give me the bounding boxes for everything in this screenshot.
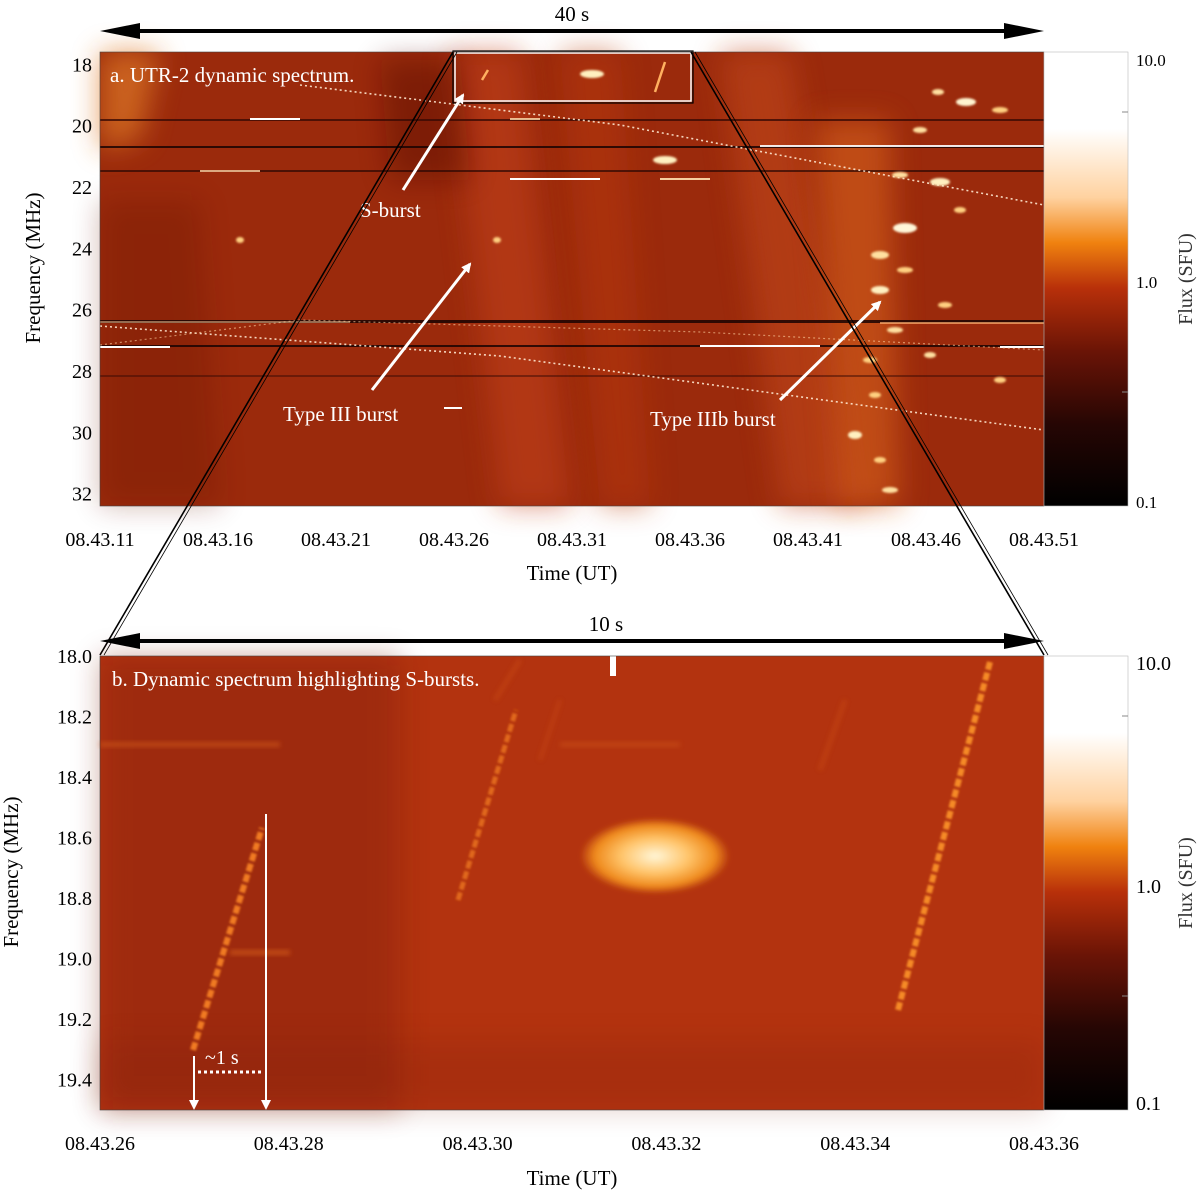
panel-b-xlabel: Time (UT) — [527, 1166, 618, 1190]
panel-b-cbar-tick-1: 1.0 — [1136, 876, 1161, 898]
panel-b-span-arrow: 10 s — [100, 612, 1044, 649]
panel-b-y-tick-label: 18.8 — [57, 888, 92, 910]
panel-b-cbar-tick-01: 0.1 — [1136, 1093, 1161, 1115]
panel-a-ylabel: Frequency (MHz) — [21, 192, 45, 343]
panel-b-heatmap: ~1 s — [100, 656, 1044, 1110]
panel-a-cbar-label: Flux (SFU) — [1175, 233, 1197, 325]
panel-a-x-tick-label: 08.43.31 — [537, 529, 607, 551]
panel-a-cbar-tick-10: 10.0 — [1136, 51, 1166, 70]
panel-a-heatmap — [99, 50, 1045, 506]
panel-a-y-tick-label: 24 — [72, 238, 92, 260]
panel-b-x-tick-label: 08.43.30 — [443, 1133, 513, 1155]
s-burst-traces — [190, 661, 993, 1051]
panel-b-x-tick-label: 08.43.36 — [1009, 1133, 1079, 1155]
panel-b-y-tick-label: 18.0 — [57, 646, 92, 668]
panel-a-y-tick-label: 18 — [72, 54, 92, 76]
panel-a-y-tick-label: 30 — [72, 422, 92, 444]
panel-b-y-tick-label: 18.2 — [57, 707, 92, 729]
panel-a-span-arrow: 40 s — [100, 2, 1044, 39]
panel-b-y-tick-label: 19.0 — [57, 949, 92, 971]
panel-a-y-tick-label: 32 — [72, 484, 92, 506]
panel-b-y-tick-label: 18.4 — [57, 767, 92, 789]
duration-marker-label: ~1 s — [205, 1047, 239, 1069]
panel-a-xlabel: Time (UT) — [527, 561, 618, 585]
panel-a-y-ticks: 18 20 22 24 26 28 30 32 — [72, 54, 92, 505]
type-iiib-label: Type IIIb burst — [650, 407, 776, 431]
panel-b-y-ticks: 18.0 18.2 18.4 18.6 18.8 19.0 19.2 19.4 — [57, 646, 92, 1092]
panel-a-y-tick-label: 20 — [72, 116, 92, 138]
panel-b-x-ticks: 08.43.26 08.43.28 08.43.30 08.43.32 08.43.34… — [65, 1133, 1079, 1155]
zoom-box — [454, 52, 692, 102]
panel-a-x-tick-label: 08.43.16 — [183, 529, 253, 551]
panel-a-y-tick-label: 26 — [72, 300, 92, 322]
panel-a-x-tick-label: 08.43.51 — [1009, 529, 1079, 551]
panel-a-x-tick-label: 08.43.21 — [301, 529, 371, 551]
panel-b-x-tick-label: 08.43.34 — [820, 1133, 890, 1155]
panel-a-cbar-tick-1: 1.0 — [1136, 273, 1157, 292]
panel-b-x-tick-label: 08.43.32 — [631, 1133, 701, 1155]
panel-b-cbar-label: Flux (SFU) — [1175, 837, 1197, 929]
type-iiib-striae — [236, 70, 1008, 493]
panel-a-x-ticks: 08.43.11 08.43.16 08.43.21 08.43.26 08.43.31… — [65, 529, 1079, 551]
duration-marker: ~1 s — [189, 814, 271, 1110]
panel-b-y-tick-label: 19.4 — [57, 1070, 92, 1092]
panel-a-x-tick-label: 08.43.41 — [773, 529, 843, 551]
panel-b-colorbar: 10.0 1.0 0.1 Flux (SFU) — [1043, 653, 1197, 1115]
panel-a-annotations: S-burst Type III burst Type IIIb burst — [283, 93, 882, 431]
panel-b-title: b. Dynamic spectrum highlighting S-burst… — [112, 667, 479, 691]
panel-a-cbar-tick-01: 0.1 — [1136, 493, 1157, 512]
panel-b-x-tick-label: 08.43.26 — [65, 1133, 135, 1155]
panel-b-cbar-tick-10: 10.0 — [1136, 653, 1171, 675]
panel-b-span-label: 10 s — [589, 612, 623, 636]
panel-a-x-tick-label: 08.43.46 — [891, 529, 961, 551]
type-iii-label: Type III burst — [283, 402, 398, 426]
panel-a-y-tick-label: 28 — [72, 361, 92, 383]
panel-a-y-tick-label: 22 — [72, 177, 92, 199]
panel-b: ~1 s b. Dynamic spectrum highlighting S-… — [0, 612, 1197, 1190]
panel-a-x-tick-label: 08.43.26 — [419, 529, 489, 551]
panel-b-x-tick-label: 08.43.28 — [254, 1133, 324, 1155]
panel-b-ylabel: Frequency (MHz) — [0, 796, 23, 947]
panel-b-y-tick-label: 18.6 — [57, 828, 92, 850]
panel-a: a. UTR-2 dynamic spectrum. S-burst Type … — [21, 2, 1197, 585]
bright-emission-blob — [580, 818, 730, 894]
zoom-connectors — [99, 51, 1049, 656]
panel-a-x-tick-label: 08.43.36 — [655, 529, 725, 551]
s-burst-label: S-burst — [360, 198, 421, 222]
panel-a-colorbar: 10.0 1.0 0.1 Flux (SFU) — [1043, 51, 1197, 512]
panel-a-x-tick-label: 08.43.11 — [65, 529, 134, 551]
panel-a-title: a. UTR-2 dynamic spectrum. — [110, 63, 354, 87]
panel-a-span-label: 40 s — [555, 2, 589, 26]
panel-b-y-tick-label: 19.2 — [57, 1009, 92, 1031]
